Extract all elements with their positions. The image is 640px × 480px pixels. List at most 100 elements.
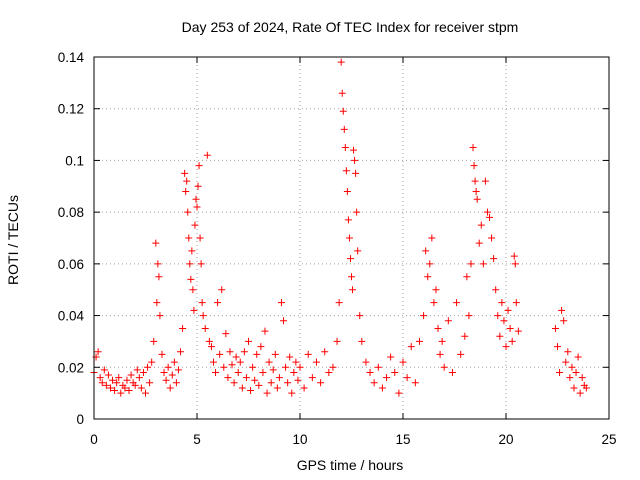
data-point — [354, 247, 362, 255]
data-point — [255, 381, 263, 389]
data-point — [502, 343, 510, 351]
data-point — [201, 325, 209, 332]
data-point — [496, 332, 504, 340]
y-tick-label: 0.1 — [65, 153, 84, 168]
data-point — [96, 374, 104, 382]
data-point — [488, 234, 496, 242]
data-point — [158, 350, 166, 358]
data-point — [407, 343, 415, 351]
data-point — [280, 317, 288, 325]
data-point — [121, 384, 129, 392]
data-point — [131, 381, 139, 389]
data-point — [144, 363, 152, 371]
x-tick-label: 0 — [90, 432, 98, 447]
data-point — [184, 208, 192, 216]
data-point — [277, 299, 285, 307]
data-point — [582, 384, 590, 392]
data-point — [366, 368, 374, 376]
data-point — [234, 368, 242, 376]
data-point — [236, 358, 244, 366]
data-point — [494, 312, 502, 320]
data-point — [570, 384, 578, 392]
data-point — [472, 187, 480, 195]
data-point — [113, 379, 121, 387]
data-point — [356, 312, 364, 320]
data-point — [182, 187, 190, 195]
data-point — [265, 358, 273, 366]
data-point — [444, 317, 452, 325]
data-point — [146, 379, 154, 387]
data-point — [465, 312, 473, 320]
data-point — [340, 125, 348, 133]
data-point — [350, 146, 358, 154]
data-point — [288, 389, 296, 397]
data-point — [192, 195, 200, 203]
data-point — [479, 260, 487, 268]
data-point — [463, 273, 471, 281]
data-point — [348, 273, 355, 281]
data-point — [166, 384, 174, 392]
y-tick-label: 0.02 — [58, 360, 84, 375]
data-point — [247, 387, 255, 395]
data-point — [271, 350, 279, 358]
data-point — [304, 350, 312, 358]
data-point — [181, 169, 189, 177]
data-point — [228, 361, 236, 369]
data-point — [222, 330, 230, 338]
data-point — [399, 358, 407, 366]
data-point — [420, 312, 428, 320]
data-point — [486, 213, 494, 221]
data-points — [90, 58, 590, 397]
data-point — [554, 343, 561, 351]
data-point — [448, 368, 456, 376]
data-point — [362, 358, 370, 366]
y-tick-label: 0.06 — [58, 257, 84, 272]
data-point — [436, 350, 444, 358]
data-point — [226, 348, 234, 356]
data-point — [426, 260, 434, 268]
data-point — [471, 177, 479, 185]
y-tick-label: 0.12 — [58, 102, 84, 117]
data-point — [127, 371, 135, 379]
data-point — [432, 286, 440, 294]
data-point — [510, 252, 518, 260]
data-point — [424, 273, 432, 281]
data-point — [185, 234, 193, 242]
data-point — [156, 312, 164, 320]
data-point — [286, 353, 294, 361]
data-point — [512, 299, 520, 307]
x-tick-label: 25 — [601, 432, 616, 447]
data-point — [142, 389, 149, 397]
data-point — [477, 221, 485, 229]
data-point — [155, 273, 163, 281]
x-tick-label: 10 — [292, 432, 307, 447]
data-point — [284, 379, 292, 387]
data-point — [242, 374, 250, 382]
axis-ticks: 0 5 10 15 20 25 0 0.02 0.04 0.06 0.08 0.1 0.12 0.14 — [58, 50, 617, 447]
data-point — [578, 374, 586, 382]
data-point — [150, 337, 158, 345]
data-point — [186, 260, 194, 268]
data-point — [230, 379, 238, 387]
data-point — [152, 239, 160, 247]
data-point — [189, 286, 197, 294]
data-point — [220, 363, 228, 371]
data-point — [492, 286, 500, 294]
y-tick-label: 0 — [76, 412, 84, 427]
data-point — [551, 325, 559, 332]
data-point — [511, 260, 519, 268]
data-point — [312, 358, 320, 366]
data-point — [335, 299, 343, 307]
data-point — [469, 144, 477, 151]
data-point — [212, 368, 220, 376]
data-point — [300, 384, 308, 392]
y-axis-label: ROTI / TECUs — [5, 195, 21, 285]
data-point — [190, 306, 198, 314]
data-point — [403, 374, 411, 382]
x-tick-label: 20 — [498, 432, 513, 447]
y-tick-label: 0.04 — [58, 309, 85, 324]
data-point — [467, 260, 475, 268]
data-point — [207, 343, 215, 351]
data-point — [411, 379, 419, 387]
data-point — [209, 358, 217, 366]
